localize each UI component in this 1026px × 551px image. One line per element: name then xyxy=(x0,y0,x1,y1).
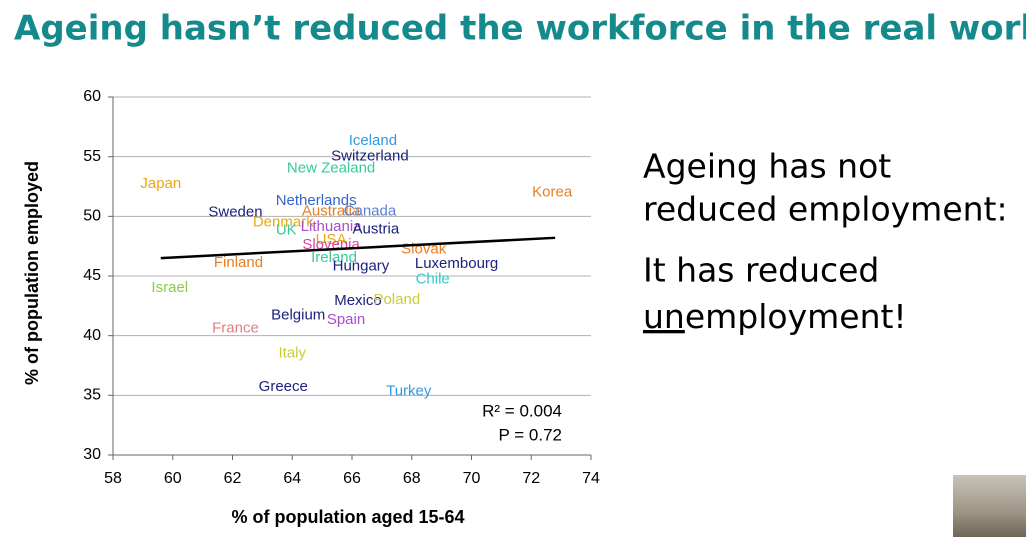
country-point: USA xyxy=(316,231,347,248)
x-tick-label: 64 xyxy=(283,470,301,487)
slide-title: Ageing hasn’t reduced the workforce in t… xyxy=(14,9,1026,49)
x-tick-label: 58 xyxy=(104,470,122,487)
side-text: unemployment! xyxy=(643,297,907,336)
country-point: New Zealand xyxy=(287,160,375,177)
country-point: Belgium xyxy=(271,306,325,323)
y-tick-label: 30 xyxy=(83,446,101,463)
country-point: Spain xyxy=(327,311,365,328)
country-point: Korea xyxy=(532,183,573,200)
trend-line xyxy=(160,236,556,260)
y-tick-label: 55 xyxy=(83,148,101,165)
country-point: Canada xyxy=(344,203,397,220)
country-point: Greece xyxy=(259,378,308,395)
country-point: Switzerland xyxy=(331,148,409,165)
country-point: Luxembourg xyxy=(415,255,498,272)
country-point: Chile xyxy=(416,271,450,288)
country-point: Israel xyxy=(151,279,188,296)
side-text: employment! xyxy=(685,297,907,336)
x-tick-label: 70 xyxy=(463,470,481,487)
country-point: Finland xyxy=(214,254,263,271)
country-point: UK xyxy=(276,222,297,239)
y-axis-title: % of population employed xyxy=(22,161,42,385)
side-text: Ageing has not xyxy=(643,147,891,186)
country-point: Austria xyxy=(353,220,400,237)
country-point: Ireland xyxy=(311,249,357,266)
y-tick-label: 60 xyxy=(83,88,101,105)
plot: 30 35 40 45 50 55 60 58 60 62 64 66 68 70 72 74 % of pop… xyxy=(22,88,600,527)
country-point: France xyxy=(212,319,259,336)
side-text: reduced employment: xyxy=(643,190,1008,229)
country-point: Lithuania xyxy=(301,218,363,235)
country-point: Australia xyxy=(302,203,361,220)
x-tick-label: 72 xyxy=(522,470,540,487)
country-point: Denmark xyxy=(253,213,314,230)
country-point: Poland xyxy=(373,291,420,308)
country-point: Sweden xyxy=(208,204,262,221)
y-tick-label: 40 xyxy=(83,327,101,344)
y-tick-label: 50 xyxy=(83,208,101,225)
x-axis-title: % of population aged 15-64 xyxy=(231,507,464,527)
x-tick-label: 68 xyxy=(403,470,421,487)
country-point: Turkey xyxy=(386,383,432,400)
stat-annotation: R² = 0.004 xyxy=(482,401,562,420)
country-point: Italy xyxy=(278,345,306,362)
country-point: Netherlands xyxy=(276,192,357,209)
x-tick-label: 60 xyxy=(164,470,182,487)
stat-annotation: P = 0.72 xyxy=(499,425,563,444)
country-point: Iceland xyxy=(349,132,397,149)
country-point: Japan xyxy=(140,175,181,192)
y-tick-label: 45 xyxy=(83,267,101,284)
country-point: Mexico xyxy=(334,292,382,309)
country-point: Hungary xyxy=(333,257,390,274)
x-tick-label: 74 xyxy=(582,470,600,487)
side-text: It has reduced xyxy=(643,251,879,290)
x-tick-label: 62 xyxy=(224,470,242,487)
y-tick-label: 35 xyxy=(83,387,101,404)
underlined-text: un xyxy=(643,297,685,336)
video-thumbnail xyxy=(953,475,1026,537)
x-tick-label: 66 xyxy=(343,470,361,487)
